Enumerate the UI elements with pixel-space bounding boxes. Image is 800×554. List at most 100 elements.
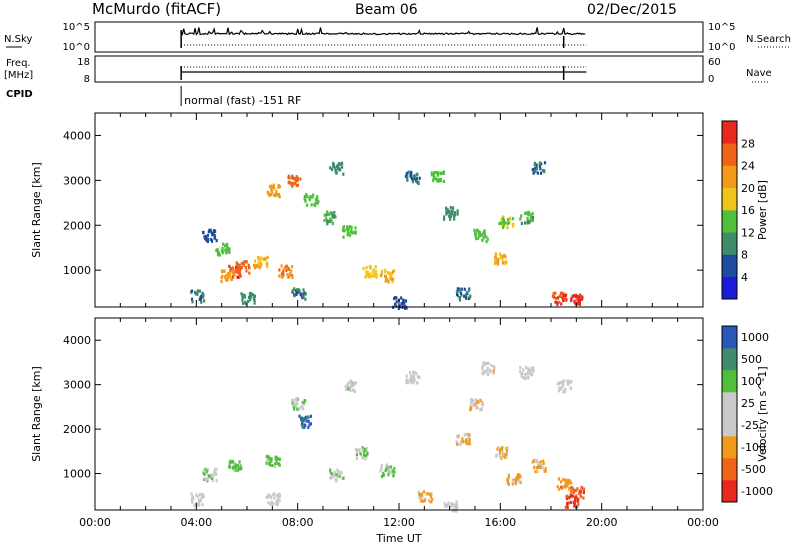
- data-cell: [257, 261, 260, 265]
- data-cell: [474, 398, 477, 402]
- data-cell: [469, 408, 472, 412]
- data-cell: [393, 467, 396, 471]
- data-cell: [499, 221, 502, 225]
- data-cell: [199, 297, 202, 301]
- data-cell: [524, 211, 527, 215]
- data-cell: [389, 276, 392, 280]
- data-cell: [236, 270, 239, 274]
- data-cell: [528, 371, 531, 375]
- data-cell: [215, 472, 218, 476]
- data-cell: [453, 214, 456, 218]
- data-cell: [517, 476, 520, 480]
- data-cell: [543, 469, 546, 473]
- data-cell: [302, 417, 305, 421]
- data-cell: [463, 433, 466, 437]
- data-cell: [567, 501, 570, 505]
- freq-tick-low: 8: [84, 74, 90, 85]
- data-cell: [380, 466, 383, 471]
- colorbar-tick-velocity: 1000: [741, 331, 769, 344]
- data-cell: [568, 479, 572, 483]
- data-cell: [368, 272, 372, 276]
- range-tick-label: 4000: [63, 334, 91, 347]
- data-cell: [519, 475, 522, 479]
- data-cell: [468, 433, 471, 437]
- data-cell: [273, 186, 276, 190]
- data-cell: [231, 266, 234, 270]
- data-cell: [364, 274, 368, 278]
- data-cell: [305, 203, 309, 207]
- data-cell: [282, 273, 285, 277]
- data-cell: [503, 455, 506, 459]
- data-cell: [269, 495, 272, 499]
- data-cell: [483, 234, 486, 238]
- data-cell: [221, 246, 224, 250]
- data-cell: [526, 221, 529, 225]
- data-cell: [408, 371, 411, 375]
- data-cell: [497, 445, 500, 450]
- data-cell: [522, 368, 525, 372]
- data-cell: [309, 414, 312, 418]
- data-cell: [281, 271, 284, 275]
- data-cell: [260, 262, 263, 266]
- data-cell: [329, 468, 332, 472]
- data-cell: [410, 170, 413, 174]
- data-cell: [542, 462, 545, 466]
- data-cell: [375, 275, 378, 279]
- data-cell: [215, 239, 218, 243]
- data-cell: [563, 298, 567, 302]
- data-cell: [511, 482, 514, 486]
- data-cell: [554, 300, 557, 304]
- data-cell: [347, 227, 350, 231]
- data-cell: [295, 401, 298, 405]
- data-cell: [334, 477, 337, 482]
- data-cell: [579, 490, 582, 494]
- data-cell: [303, 195, 306, 199]
- data-cell: [224, 274, 228, 278]
- data-cell: [244, 260, 248, 264]
- data-cell: [475, 237, 478, 241]
- data-cell: [354, 447, 357, 451]
- data-cell: [365, 446, 368, 451]
- data-cell: [333, 470, 336, 474]
- data-cell: [296, 407, 299, 411]
- data-cell: [198, 498, 201, 502]
- data-cell: [404, 174, 407, 178]
- data-cell: [472, 403, 475, 408]
- data-cell: [406, 176, 409, 180]
- range-tick-label: 2000: [63, 423, 91, 436]
- data-cell: [340, 471, 343, 475]
- data-cell: [560, 302, 563, 306]
- colorbar-tick-velocity: -100: [741, 441, 766, 454]
- data-cell: [455, 507, 458, 511]
- data-cell: [576, 487, 579, 491]
- data-cell: [531, 218, 534, 223]
- data-cell: [267, 501, 270, 505]
- data-cell: [474, 403, 477, 407]
- data-cell: [518, 479, 521, 483]
- data-cell: [505, 449, 508, 453]
- data-cell: [559, 291, 562, 295]
- data-cell: [456, 212, 459, 216]
- data-cell: [539, 460, 542, 464]
- data-cell: [508, 216, 511, 220]
- data-cell: [305, 419, 308, 423]
- data-cell: [463, 294, 466, 298]
- data-cell: [448, 214, 451, 218]
- data-cell: [406, 178, 409, 182]
- data-cell: [380, 272, 383, 276]
- data-cell: [395, 304, 398, 308]
- data-cell: [380, 474, 384, 478]
- data-cell: [551, 294, 555, 298]
- data-cell: [395, 300, 398, 304]
- data-cell: [191, 300, 194, 304]
- data-cell: [492, 365, 495, 369]
- data-cell: [486, 361, 490, 365]
- data-cell: [349, 388, 352, 392]
- data-cell: [298, 407, 301, 411]
- data-cell: [568, 496, 571, 500]
- data-cell: [504, 453, 507, 457]
- data-cell: [436, 173, 439, 177]
- data-cell: [499, 450, 502, 454]
- data-cell: [480, 233, 484, 237]
